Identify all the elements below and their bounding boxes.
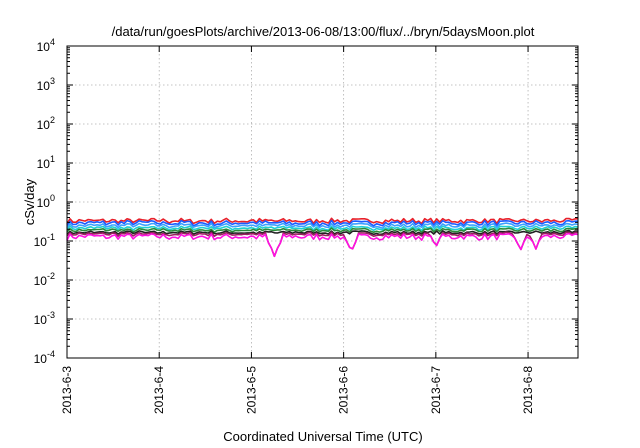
series-layer — [66, 217, 579, 258]
x-axis-ticks: 2013-6-3 2013-6-4 2013-6-5 2013-6-6 2013-6-7… — [60, 46, 535, 414]
series-line — [66, 231, 579, 258]
series-line — [66, 227, 579, 234]
series-line — [66, 219, 578, 227]
series-line — [66, 232, 579, 258]
y-tick-label: 10-1 — [34, 232, 55, 249]
series-line — [66, 229, 578, 236]
x-tick-label: 2013-6-6 — [337, 366, 351, 414]
y-tick-label: 10-4 — [34, 349, 55, 366]
y-tick-label: 103 — [37, 76, 55, 93]
grid-lines — [67, 46, 578, 358]
x-tick-label: 2013-6-7 — [429, 366, 443, 414]
y-tick-label: 100 — [37, 193, 55, 210]
x-tick-label: 2013-6-8 — [521, 366, 535, 414]
series-line — [66, 222, 579, 229]
chart-title: /data/run/goesPlots/archive/2013-06-08/1… — [112, 24, 535, 39]
y-tick-label: 10-2 — [34, 271, 55, 288]
y-axis-ticks: 10-4 10-3 10-2 10-1 100 101 102 103 104 — [34, 37, 578, 366]
y-tick-label: 102 — [37, 115, 55, 132]
y-tick-label: 104 — [37, 37, 55, 54]
y-tick-label: 101 — [37, 154, 55, 171]
x-tick-label: 2013-6-3 — [60, 366, 74, 414]
y-axis-label: cSv/day — [22, 178, 37, 225]
series-line — [66, 225, 579, 232]
x-tick-label: 2013-6-5 — [244, 366, 258, 414]
x-tick-label: 2013-6-4 — [152, 366, 166, 414]
series-line — [66, 217, 579, 225]
y-tick-label: 10-3 — [34, 310, 55, 327]
x-axis-label: Coordinated Universal Time (UTC) — [223, 429, 422, 444]
